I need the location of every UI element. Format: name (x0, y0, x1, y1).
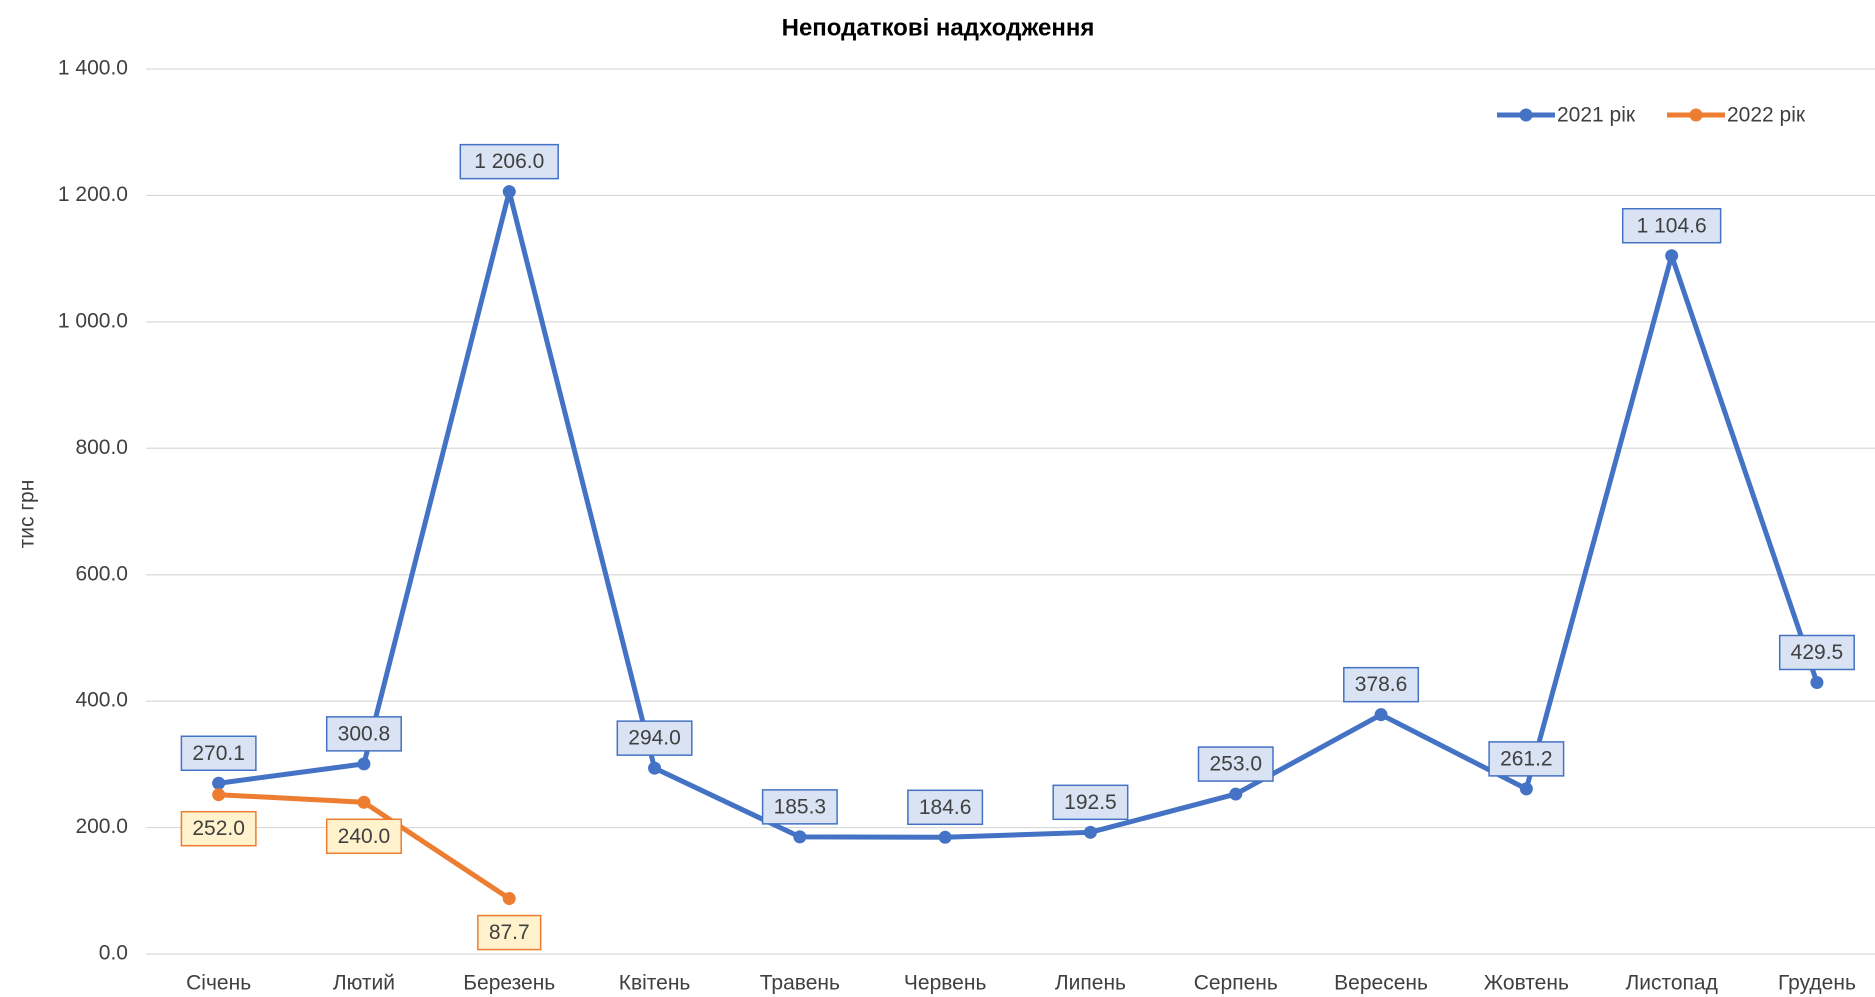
y-tick-label: 400.0 (75, 689, 128, 712)
data-label: 87.7 (489, 921, 530, 944)
point (1810, 675, 1824, 689)
data-label: 1 104.6 (1637, 214, 1707, 237)
legend-label: 2021 рік (1557, 104, 1636, 127)
chart-title: Неподаткові надходження (782, 14, 1095, 41)
y-axis-title: тис грн (16, 480, 39, 549)
legend-marker (1689, 108, 1703, 122)
data-label: 270.1 (192, 742, 245, 765)
point (938, 830, 952, 844)
y-tick-label: 800.0 (75, 436, 128, 459)
point (502, 185, 516, 199)
point (212, 776, 226, 790)
data-label-box (761, 789, 838, 825)
x-tick-label: Червень (904, 972, 987, 995)
data-label: 253.0 (1209, 753, 1262, 776)
point (1665, 249, 1679, 263)
data-label-box (1778, 634, 1855, 671)
x-tick-label: Лютий (333, 972, 395, 995)
data-label-box (325, 818, 402, 855)
data-label-box (1197, 746, 1274, 782)
x-tick-label: Грудень (1778, 972, 1856, 995)
data-label: 294.0 (628, 727, 681, 750)
x-tick-label: Березень (463, 972, 555, 995)
point (357, 795, 371, 809)
data-label-box (325, 716, 402, 752)
data-label-box (459, 143, 559, 180)
y-tick-label: 200.0 (75, 815, 128, 838)
data-label: 1 206.0 (474, 150, 544, 173)
data-label: 378.6 (1355, 673, 1408, 696)
data-label-box (180, 810, 257, 847)
point (793, 830, 807, 844)
x-tick-label: Жовтень (1484, 972, 1569, 995)
data-label-box (907, 789, 984, 826)
x-tick-label: Листопад (1625, 972, 1717, 995)
data-label-box (1488, 741, 1565, 777)
legend-marker (1519, 108, 1533, 122)
data-label-box (1052, 784, 1129, 821)
data-label: 192.5 (1064, 791, 1117, 814)
x-tick-label: Травень (760, 972, 840, 995)
x-tick-label: Серпень (1194, 972, 1278, 995)
data-label: 240.0 (338, 825, 391, 848)
point (1083, 825, 1097, 839)
legend-label: 2022 рік (1727, 104, 1806, 127)
data-label: 300.8 (338, 722, 391, 745)
data-label: 184.6 (919, 796, 972, 819)
y-tick-label: 1 000.0 (58, 309, 128, 332)
series-line (218, 189, 1820, 840)
data-label-box (477, 914, 542, 951)
data-label-box (180, 735, 257, 772)
x-tick-label: Липень (1055, 972, 1126, 995)
x-tick-label: Квітень (619, 972, 691, 995)
point (1374, 708, 1388, 722)
y-tick-label: 0.0 (99, 942, 128, 965)
data-label: 261.2 (1500, 747, 1553, 770)
y-tick-label: 1 400.0 (58, 57, 128, 80)
x-tick-label: Вересень (1334, 972, 1428, 995)
data-label: 252.0 (192, 817, 245, 840)
data-label-box (616, 720, 693, 756)
point (648, 761, 662, 775)
y-tick-label: 1 200.0 (58, 183, 128, 206)
data-label-box (1343, 666, 1420, 703)
x-tick-label: Січень (186, 972, 251, 995)
point (1229, 787, 1243, 801)
point (1519, 782, 1533, 796)
y-tick-label: 600.0 (75, 562, 128, 585)
data-label: 185.3 (774, 795, 827, 818)
point (212, 788, 226, 802)
point (357, 757, 371, 771)
data-label-box (1621, 207, 1722, 244)
data-label: 429.5 (1791, 641, 1844, 664)
point (502, 892, 516, 906)
